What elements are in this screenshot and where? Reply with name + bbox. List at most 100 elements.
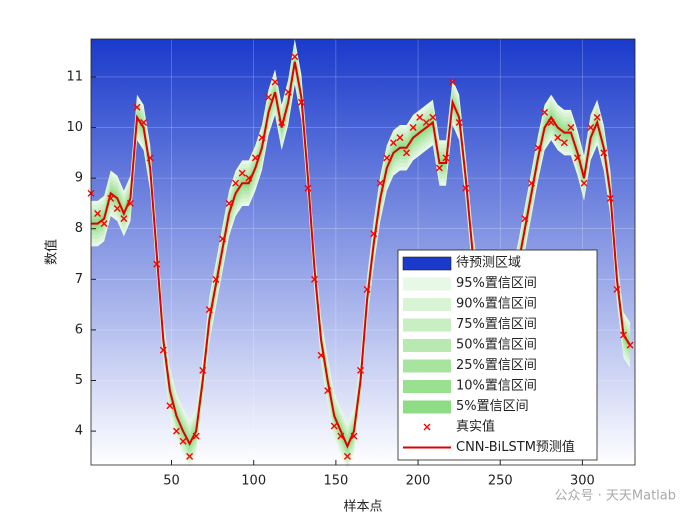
x-tick-label: 250 bbox=[488, 474, 513, 489]
y-tick-label: 8 bbox=[75, 221, 83, 236]
true-point bbox=[159, 346, 167, 354]
legend-label: 95%置信区间 bbox=[456, 276, 537, 291]
true-point bbox=[383, 154, 391, 162]
y-tick-label: 5 bbox=[75, 373, 83, 388]
true-point bbox=[265, 93, 272, 101]
y-tick-label: 9 bbox=[75, 171, 83, 186]
true-point bbox=[186, 452, 194, 460]
true-point bbox=[541, 108, 549, 116]
watermark: 公众号 · 天天Matlab bbox=[554, 489, 676, 504]
y-tick-label: 10 bbox=[66, 120, 83, 135]
true-point bbox=[205, 306, 213, 314]
y-tick-label: 6 bbox=[75, 322, 83, 337]
true-point bbox=[304, 184, 312, 192]
true-point bbox=[218, 235, 226, 243]
true-point bbox=[442, 154, 450, 162]
true-point bbox=[100, 220, 108, 228]
true-point bbox=[317, 351, 325, 359]
true-point bbox=[172, 427, 180, 435]
x-tick-label: 300 bbox=[570, 474, 595, 489]
true-point bbox=[409, 124, 417, 132]
legend-swatch bbox=[402, 256, 452, 271]
legend-swatch bbox=[403, 400, 451, 414]
true-point bbox=[416, 113, 424, 121]
legend-marker bbox=[423, 423, 431, 431]
true-point bbox=[560, 139, 568, 147]
true-point bbox=[376, 179, 384, 187]
true-point bbox=[166, 402, 174, 410]
legend-swatch bbox=[403, 359, 451, 373]
true-point bbox=[403, 149, 411, 157]
true-point bbox=[396, 134, 404, 142]
true-point bbox=[225, 199, 233, 207]
legend-label: 待预测区域 bbox=[456, 256, 521, 271]
legend-swatch bbox=[403, 380, 451, 393]
true-point bbox=[284, 88, 292, 96]
true-point bbox=[455, 118, 463, 126]
y-tick-label: 7 bbox=[75, 272, 83, 287]
x-tick-label: 150 bbox=[323, 474, 348, 489]
true-point bbox=[429, 113, 437, 121]
y-tick-label: 11 bbox=[66, 69, 83, 84]
true-point bbox=[324, 387, 332, 395]
true-point bbox=[389, 139, 397, 147]
true-point bbox=[613, 285, 621, 293]
true-point bbox=[107, 194, 115, 202]
true-point bbox=[330, 422, 338, 430]
true-point bbox=[357, 366, 365, 374]
legend-label: 25%置信区间 bbox=[456, 358, 537, 373]
true-point bbox=[521, 215, 529, 223]
true-point bbox=[580, 179, 588, 187]
x-tick-label: 200 bbox=[406, 474, 431, 489]
true-point bbox=[232, 179, 240, 187]
true-point bbox=[245, 174, 253, 182]
true-point bbox=[153, 260, 161, 268]
true-point bbox=[212, 275, 220, 283]
y-axis-label: 数值 bbox=[44, 239, 60, 265]
true-point bbox=[258, 134, 266, 142]
x-tick-label: 100 bbox=[241, 474, 266, 489]
true-point bbox=[435, 164, 443, 172]
true-point bbox=[199, 366, 207, 374]
true-point bbox=[547, 118, 555, 126]
axes-frame bbox=[90, 38, 636, 466]
true-point bbox=[278, 118, 286, 126]
true-point bbox=[113, 204, 121, 212]
true-point bbox=[192, 432, 200, 440]
legend-swatch bbox=[403, 318, 451, 332]
true-point bbox=[534, 144, 542, 152]
true-point bbox=[573, 154, 581, 162]
true-point bbox=[311, 275, 319, 283]
true-point bbox=[449, 78, 457, 86]
true-point bbox=[297, 98, 305, 106]
true-point bbox=[251, 154, 259, 162]
true-point bbox=[587, 124, 595, 132]
legend-swatch bbox=[403, 339, 451, 352]
true-point bbox=[567, 124, 575, 132]
true-point bbox=[120, 215, 128, 223]
true-point bbox=[140, 118, 148, 126]
true-point bbox=[146, 154, 154, 162]
legend-label: 5%置信区间 bbox=[456, 399, 529, 414]
x-tick-label: 50 bbox=[163, 474, 180, 489]
true-point bbox=[350, 432, 358, 440]
true-point bbox=[626, 341, 634, 349]
true-point bbox=[593, 113, 601, 121]
prediction-line bbox=[91, 61, 631, 449]
true-point bbox=[527, 179, 535, 187]
legend-label: 10%置信区间 bbox=[456, 379, 537, 394]
true-point bbox=[343, 452, 351, 460]
legend-label: 真实值 bbox=[456, 419, 495, 435]
true-point bbox=[133, 103, 141, 111]
legend-label: 90%置信区间 bbox=[456, 297, 537, 312]
true-point bbox=[554, 134, 562, 142]
true-point bbox=[363, 285, 371, 293]
true-point bbox=[179, 437, 187, 445]
x-axis-label: 样本点 bbox=[343, 500, 382, 515]
legend-swatch bbox=[403, 277, 451, 291]
legend-label: CNN-BiLSTM预测值 bbox=[456, 439, 575, 455]
true-point bbox=[620, 331, 627, 339]
legend-label: 75%置信区间 bbox=[456, 317, 537, 332]
true-point bbox=[271, 78, 279, 86]
y-tick-label: 4 bbox=[75, 424, 83, 439]
